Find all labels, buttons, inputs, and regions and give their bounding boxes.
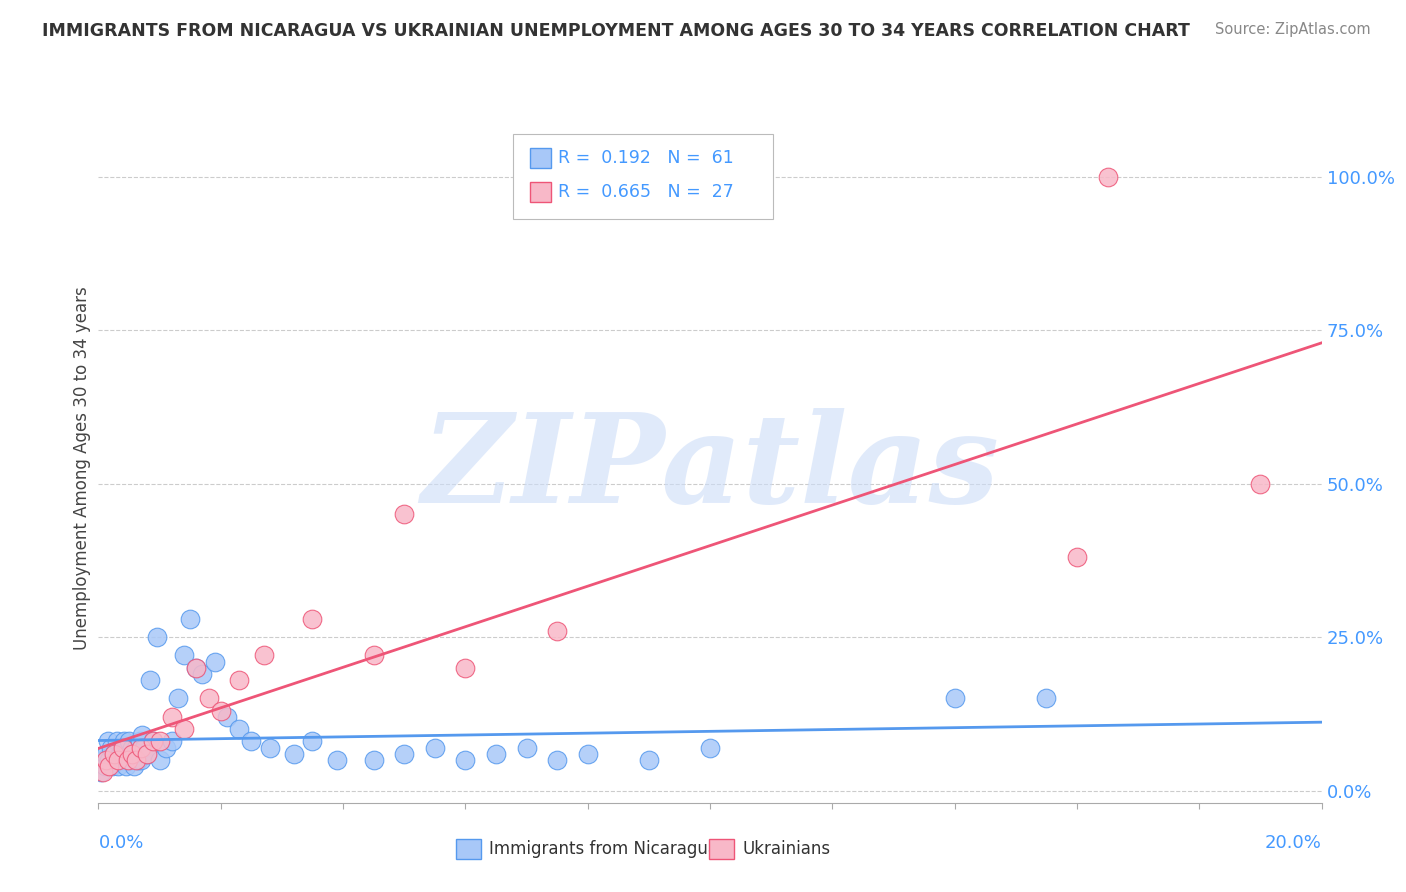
Text: 20.0%: 20.0% — [1265, 834, 1322, 852]
Point — [228, 722, 250, 736]
Point — [125, 753, 148, 767]
Point — [155, 740, 177, 755]
Point — [111, 740, 134, 755]
Point — [117, 753, 139, 767]
Point — [215, 710, 238, 724]
Point — [117, 747, 139, 761]
Point — [105, 734, 128, 748]
Point — [122, 759, 145, 773]
Point — [142, 734, 165, 748]
Point — [186, 661, 208, 675]
Point — [283, 747, 305, 761]
Point — [167, 691, 190, 706]
Point — [124, 747, 146, 761]
Point — [576, 747, 599, 761]
Point — [173, 722, 195, 736]
Text: IMMIGRANTS FROM NICARAGUA VS UKRAINIAN UNEMPLOYMENT AMONG AGES 30 TO 34 YEARS CO: IMMIGRANTS FROM NICARAGUA VS UKRAINIAN U… — [42, 22, 1189, 40]
Point — [129, 740, 152, 755]
Point — [100, 740, 122, 755]
Point — [145, 630, 167, 644]
Point — [943, 691, 966, 706]
Point — [125, 740, 148, 755]
Point — [179, 612, 201, 626]
Point — [699, 740, 721, 755]
Text: Ukrainians: Ukrainians — [742, 840, 831, 858]
Point — [160, 710, 183, 724]
Point — [301, 734, 323, 748]
Point — [209, 704, 232, 718]
Point — [454, 661, 477, 675]
Point — [103, 747, 125, 761]
Point — [516, 740, 538, 755]
Point — [115, 759, 138, 773]
Point — [240, 734, 263, 748]
Point — [252, 648, 274, 663]
Point — [392, 747, 416, 761]
Point — [91, 765, 114, 780]
Point — [546, 753, 568, 767]
Point — [204, 655, 226, 669]
Point — [129, 734, 152, 748]
Point — [186, 661, 208, 675]
Point — [120, 753, 142, 767]
Point — [107, 753, 129, 767]
Point — [546, 624, 568, 638]
Y-axis label: Unemployment Among Ages 30 to 34 years: Unemployment Among Ages 30 to 34 years — [73, 286, 91, 650]
Text: Immigrants from Nicaragua: Immigrants from Nicaragua — [489, 840, 718, 858]
Point — [98, 759, 121, 773]
Point — [121, 740, 143, 755]
Text: 0.0%: 0.0% — [98, 834, 143, 852]
Point — [94, 747, 117, 761]
Point — [98, 753, 121, 767]
Text: ZIPatlas: ZIPatlas — [420, 408, 1000, 529]
Point — [121, 747, 143, 761]
Point — [127, 753, 149, 767]
Point — [131, 728, 153, 742]
Point — [197, 691, 219, 706]
Point — [1066, 550, 1088, 565]
Point — [392, 508, 416, 522]
Point — [90, 765, 112, 780]
Point — [454, 753, 477, 767]
Point — [101, 759, 124, 773]
Point — [638, 753, 661, 767]
Point — [93, 759, 115, 773]
Point — [118, 734, 141, 748]
Point — [108, 747, 131, 761]
Point — [326, 753, 349, 767]
Point — [363, 648, 385, 663]
Point — [485, 747, 508, 761]
Point — [136, 747, 159, 761]
Point — [173, 648, 195, 663]
Point — [363, 753, 385, 767]
Point — [259, 740, 281, 755]
Point — [104, 753, 127, 767]
Point — [111, 753, 134, 767]
Point — [136, 747, 159, 761]
Point — [139, 673, 162, 687]
Point — [103, 747, 125, 761]
Point — [1035, 691, 1057, 706]
Point — [129, 753, 152, 767]
Point — [228, 673, 250, 687]
Point — [111, 740, 134, 755]
Point — [91, 753, 114, 767]
Point — [1097, 169, 1119, 184]
Point — [423, 740, 446, 755]
Point — [301, 612, 323, 626]
Point — [134, 740, 156, 755]
Point — [94, 753, 117, 767]
Point — [112, 734, 135, 748]
Point — [149, 734, 172, 748]
Point — [149, 753, 172, 767]
Point — [142, 734, 165, 748]
Text: Source: ZipAtlas.com: Source: ZipAtlas.com — [1215, 22, 1371, 37]
Point — [160, 734, 183, 748]
Point — [107, 759, 129, 773]
Point — [191, 667, 214, 681]
Point — [1250, 476, 1272, 491]
Text: R =  0.192   N =  61: R = 0.192 N = 61 — [558, 149, 734, 167]
Text: R =  0.665   N =  27: R = 0.665 N = 27 — [558, 183, 734, 201]
Point — [97, 734, 120, 748]
